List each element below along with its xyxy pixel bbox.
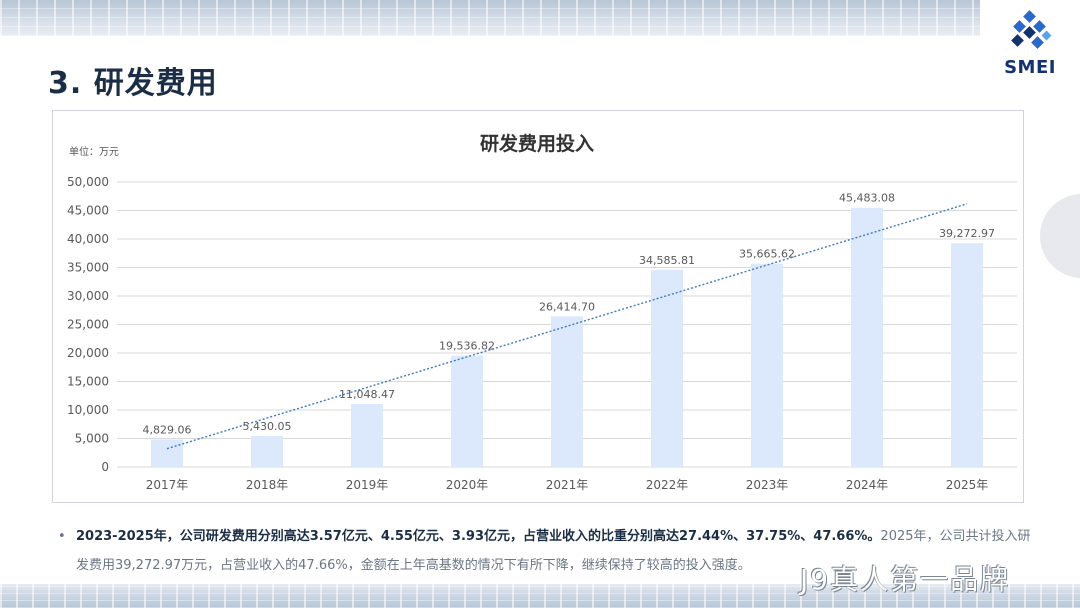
bar xyxy=(951,243,983,467)
bar xyxy=(151,439,183,467)
data-label: 19,536.82 xyxy=(439,340,495,353)
bullet-dot: • xyxy=(58,529,66,544)
y-tick-label: 10,000 xyxy=(67,403,109,417)
trendline xyxy=(166,203,968,450)
x-tick-label: 2017年 xyxy=(146,478,189,492)
y-tick-label: 20,000 xyxy=(67,346,109,360)
unit-label: 单位：万元 xyxy=(69,145,119,158)
x-tick-label: 2020年 xyxy=(446,478,489,492)
watermark-text: J9真人第一品牌 xyxy=(800,563,1011,596)
y-axis-ticks: 0 5,000 10,000 15,000 20,000 25,000 30,000 35,0… xyxy=(67,175,109,474)
data-label: 4,829.06 xyxy=(143,423,192,436)
bar xyxy=(351,404,383,467)
data-label: 11,048.47 xyxy=(339,388,395,401)
y-tick-label: 45,000 xyxy=(67,204,109,218)
chart-panel: 研发费用投入 单位：万元 0 5,000 10,000 15,000 20,000 25,… xyxy=(52,110,1024,503)
bullet-text: 2023-2025年，公司研发费用分别高达3.57亿元、4.55亿元、3.93亿… xyxy=(58,522,1038,580)
y-tick-label: 15,000 xyxy=(67,375,109,389)
bullet-body: 2025年，公司共计投入研发费用39,272.97万元，占营业收入的47.66%… xyxy=(76,529,1031,573)
data-label: 39,272.97 xyxy=(939,227,995,240)
y-tick-label: 35,000 xyxy=(67,261,109,275)
x-tick-label: 2025年 xyxy=(946,478,989,492)
company-logo: SMEI xyxy=(980,0,1080,80)
footer-circuit-band xyxy=(0,584,1080,608)
bar xyxy=(251,436,283,467)
decorative-circle xyxy=(1040,194,1080,278)
x-axis-ticks: 2017年 2018年 2019年 2020年 2021年 2022年 2023年 2024年… xyxy=(146,478,989,492)
bar xyxy=(451,355,483,467)
x-tick-label: 2018年 xyxy=(246,478,289,492)
x-tick-label: 2024年 xyxy=(846,478,889,492)
chart-title: 研发费用投入 xyxy=(480,132,594,155)
x-tick-label: 2021年 xyxy=(546,478,589,492)
data-label: 26,414.70 xyxy=(539,300,595,313)
y-tick-label: 50,000 xyxy=(67,175,109,189)
trendline-path xyxy=(166,203,968,450)
bars xyxy=(151,207,983,467)
bar xyxy=(851,207,883,467)
data-label: 5,430.05 xyxy=(243,420,292,433)
y-tick-label: 25,000 xyxy=(67,318,109,332)
x-tick-label: 2022年 xyxy=(646,478,689,492)
page-title: 3. 研发费用 xyxy=(48,66,218,101)
summary-bullet: • 2023-2025年，公司研发费用分别高达3.57亿元、4.55亿元、3.9… xyxy=(58,522,1038,580)
y-tick-label: 5,000 xyxy=(75,432,109,446)
x-tick-label: 2023年 xyxy=(746,478,789,492)
bullet-highlight: 2023-2025年，公司研发费用分别高达3.57亿元、4.55亿元、3.93亿… xyxy=(76,529,881,544)
y-tick-label: 0 xyxy=(101,460,109,474)
logo-mark-icon xyxy=(1011,10,1052,49)
data-label: 34,585.81 xyxy=(639,254,695,267)
data-label: 35,665.62 xyxy=(739,248,795,261)
y-tick-label: 30,000 xyxy=(67,289,109,303)
x-tick-label: 2019年 xyxy=(346,478,389,492)
rd-expense-chart: 研发费用投入 单位：万元 0 5,000 10,000 15,000 20,000 25,… xyxy=(67,132,1017,492)
bar xyxy=(651,269,683,467)
bar xyxy=(551,316,583,467)
logo-text: SMEI xyxy=(1004,57,1056,78)
y-tick-label: 40,000 xyxy=(67,232,109,246)
data-label: 45,483.08 xyxy=(839,192,895,205)
bar xyxy=(751,263,783,467)
data-labels: 4,829.06 5,430.05 11,048.47 19,536.82 26,414… xyxy=(143,192,995,437)
header-circuit-band xyxy=(0,0,980,36)
